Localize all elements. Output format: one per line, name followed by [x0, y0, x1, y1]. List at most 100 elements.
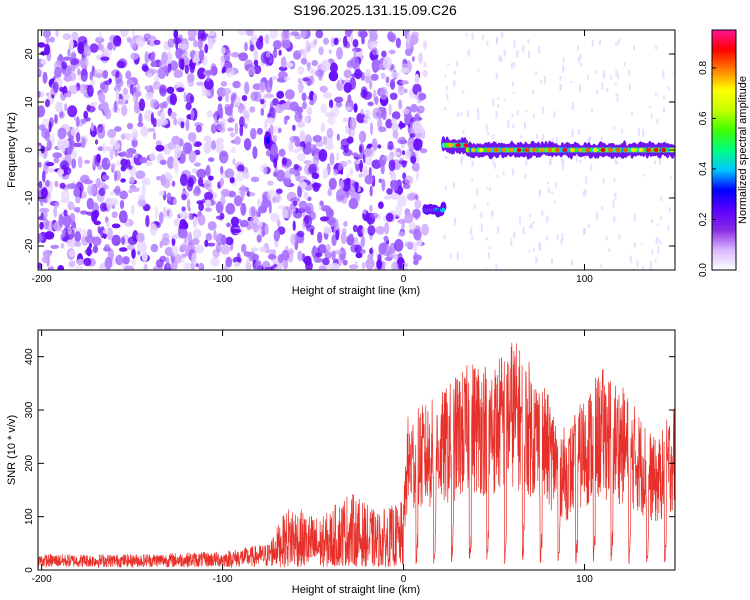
noise-cell: [174, 145, 182, 159]
streak-cell: [535, 256, 538, 263]
streak-cell: [663, 106, 665, 113]
streak-cell: [650, 113, 653, 119]
noise-cell: [179, 211, 190, 219]
noise-cell: [216, 121, 225, 132]
streak-cell: [591, 39, 594, 47]
noise-cell: [163, 65, 169, 73]
noise-cell: [90, 79, 96, 86]
noise-cell: [411, 162, 420, 172]
noise-cell: [348, 264, 359, 270]
noise-cell: [84, 159, 91, 164]
streak-cell: [667, 225, 670, 231]
noise-cell: [239, 219, 249, 228]
noise-cell: [204, 191, 214, 201]
noise-cell: [328, 49, 332, 54]
noise-cell: [284, 170, 292, 180]
noise-cell: [94, 139, 99, 145]
noise-cell: [391, 111, 401, 120]
noise-cell: [158, 211, 164, 224]
noise-cell: [178, 228, 188, 239]
noise-cell: [336, 133, 340, 141]
streak-cell: [477, 114, 480, 120]
y-tick-label: 100: [24, 508, 35, 525]
noise-cell: [273, 229, 280, 242]
streak-cell: [642, 265, 645, 270]
noise-cell: [121, 104, 128, 117]
noise-cell: [241, 109, 251, 115]
noise-cell: [182, 142, 193, 154]
noise-cell: [225, 256, 233, 268]
noise-cell: [49, 179, 53, 193]
noise-cell: [398, 160, 408, 165]
noise-cell: [52, 152, 63, 159]
chart-title: S196.2025.131.15.09.C26: [293, 2, 457, 18]
noise-cell: [348, 198, 359, 210]
y-tick-label: 20: [24, 48, 35, 60]
streak-cell: [522, 45, 525, 53]
noise-cell: [331, 250, 336, 261]
carrier-peak: [547, 148, 553, 152]
noise-cell: [340, 138, 350, 148]
streak-cell: [612, 200, 615, 209]
streak-cell: [449, 253, 452, 259]
noise-cell: [104, 256, 113, 270]
noise-cell: [130, 204, 135, 216]
noise-cell: [115, 78, 124, 88]
noise-cell: [159, 241, 163, 249]
noise-cell: [200, 32, 209, 38]
noise-cell: [329, 263, 340, 270]
noise-cell: [315, 252, 323, 258]
noise-cell: [149, 223, 158, 236]
noise-cell: [114, 185, 121, 196]
streak-cell: [495, 111, 498, 119]
colorbar-tick-label: 0.8: [698, 61, 709, 75]
noise-cell: [404, 175, 414, 185]
noise-cell: [160, 110, 165, 123]
noise-cell: [255, 210, 259, 218]
noise-cell: [303, 255, 312, 266]
noise-cell: [253, 260, 262, 270]
streak-cell: [512, 123, 515, 129]
streak-cell: [559, 76, 562, 81]
noise-cell: [131, 258, 137, 267]
noise-cell: [390, 192, 400, 200]
noise-cell: [136, 83, 141, 94]
x-tick-label: 0: [401, 274, 407, 285]
noise-cell: [131, 138, 138, 148]
noise-cell: [320, 122, 326, 133]
noise-cell: [150, 243, 159, 253]
noise-cell: [185, 248, 189, 256]
noise-cell: [309, 99, 315, 106]
streak-cell: [445, 186, 447, 191]
streak-cell: [487, 132, 490, 136]
noise-cell: [260, 107, 265, 117]
noise-cell: [73, 142, 83, 148]
streak-cell: [562, 159, 565, 164]
noise-cell: [185, 92, 194, 105]
noise-cell: [388, 103, 392, 116]
noise-cell: [322, 168, 329, 180]
noise-cell: [247, 66, 256, 76]
noise-cell: [107, 128, 117, 139]
noise-cell: [137, 199, 147, 208]
noise-cell: [113, 100, 118, 113]
noise-cell: [90, 101, 98, 107]
noise-cell: [326, 143, 334, 151]
noise-cell: [87, 229, 93, 238]
noise-cell: [67, 48, 71, 57]
noise-cell: [378, 242, 387, 255]
noise-cell: [80, 210, 88, 215]
streak-cell: [642, 129, 645, 137]
noise-cell: [50, 244, 59, 249]
noise-cell: [122, 88, 129, 95]
noise-cell: [312, 135, 323, 143]
noise-cell: [252, 222, 259, 233]
noise-cell: [423, 40, 427, 50]
noise-cell: [328, 216, 337, 227]
noise-cell: [414, 73, 420, 85]
noise-cell: [196, 200, 204, 205]
noise-cell: [306, 106, 313, 116]
noise-cell: [128, 165, 133, 170]
noise-cell: [136, 241, 147, 253]
noise-cell: [102, 174, 110, 181]
